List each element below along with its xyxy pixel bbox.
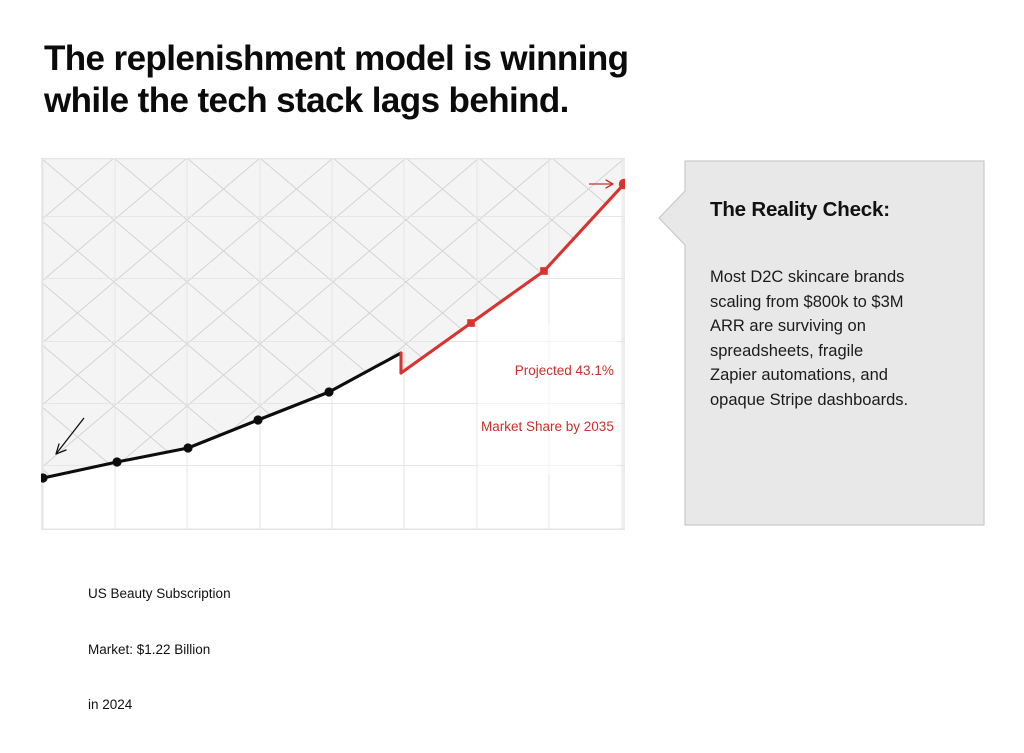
right-annotation: Projected 43.1% Market Share by 2035 [478, 324, 617, 474]
historical-markers [41, 387, 334, 483]
left-annotation: US Beauty Subscription Market: $1.22 Bil… [85, 547, 234, 753]
callout-body-line-1: Most D2C skincare brands [710, 268, 905, 286]
projected-line [399, 182, 625, 375]
callout-body-line-4: spreadsheets, fragile [710, 341, 864, 360]
reality-check-callout: The Reality Check: Most D2C skincare bra… [658, 160, 985, 526]
data-point [183, 443, 193, 453]
right-annotation-line-2: Market Share by 2035 [481, 418, 614, 434]
left-annotation-arrow [55, 417, 85, 455]
callout-body-line-2: scaling from $800k to $3M [710, 292, 904, 311]
chart-canvas [41, 158, 625, 530]
left-annotation-line-3: in 2024 [88, 697, 133, 712]
page-title: The replenishment model is winning while… [44, 38, 684, 122]
market-growth-chart: US Beauty Subscription Market: $1.22 Bil… [41, 158, 625, 753]
left-annotation-line-1: US Beauty Subscription [88, 586, 231, 601]
projected-markers [467, 178, 625, 327]
historical-line [41, 351, 403, 480]
chart-gridlines-vertical [42, 158, 623, 530]
right-annotation-arrow [589, 179, 614, 189]
chart-series-projected [399, 178, 625, 375]
data-point [467, 319, 475, 327]
callout-background-shape [658, 160, 985, 526]
data-point [324, 387, 334, 397]
page-title-line-2: while the tech stack lags behind. [44, 81, 569, 120]
right-annotation-line-1: Projected 43.1% [514, 363, 614, 378]
callout-body-line-3: ARR are surviving on [710, 317, 866, 335]
callout-body-line-5: Zapier automations, and [710, 366, 888, 384]
callout-body: Most D2C skincare brands scaling from $8… [710, 265, 962, 412]
data-point [540, 267, 548, 275]
callout-title: The Reality Check: [710, 198, 890, 221]
chart-series-historical [41, 351, 403, 483]
callout-body-line-6: opaque Stripe dashboards. [710, 390, 909, 409]
page-title-line-1: The replenishment model is winning [44, 39, 629, 78]
data-point [253, 415, 263, 425]
data-point [112, 457, 122, 467]
left-annotation-line-2: Market: $1.22 Billion [88, 641, 211, 657]
data-point-endpoint [618, 178, 625, 190]
data-point [41, 473, 48, 483]
